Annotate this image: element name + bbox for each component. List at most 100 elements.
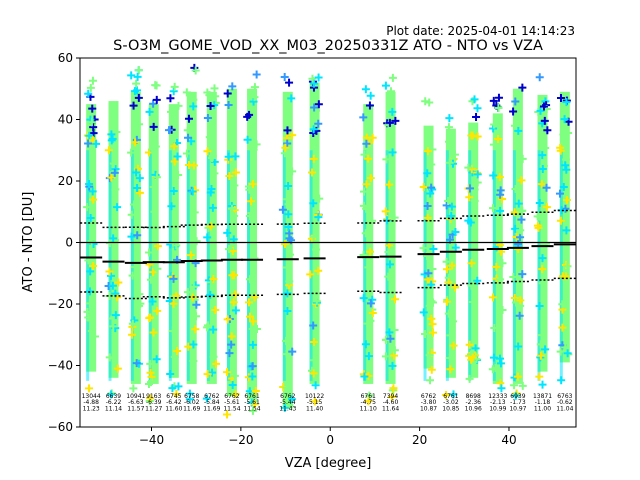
data-column-core [445, 128, 456, 378]
data-column-core [148, 104, 159, 384]
data-point [110, 168, 119, 177]
data-point [129, 200, 138, 209]
data-point [223, 89, 232, 98]
data-point [538, 151, 547, 160]
bin-std-label: 11.64 [382, 405, 399, 412]
data-point [561, 261, 570, 270]
bin-std-label: 11.27 [145, 405, 162, 412]
bin-mean-label: -6.02 [184, 399, 200, 406]
data-point [149, 182, 158, 191]
data-point [514, 126, 523, 135]
data-point [359, 187, 368, 196]
data-point [423, 169, 432, 178]
data-column-core [537, 94, 548, 372]
data-point [210, 169, 219, 178]
data-column-15 [464, 95, 482, 383]
data-point [152, 355, 161, 364]
data-point [386, 334, 395, 343]
data-point [224, 152, 233, 161]
x-tick-label: 20 [412, 433, 427, 447]
data-point [182, 88, 191, 97]
bin-count-label: 6763 [557, 393, 572, 400]
bin-std-label: 11.10 [360, 405, 377, 412]
data-point [87, 237, 96, 246]
bin-std-label: 11.54 [243, 405, 260, 412]
data-column-core [130, 91, 141, 384]
data-point [562, 165, 571, 174]
data-point [225, 245, 234, 254]
data-point [169, 299, 178, 308]
data-point [514, 240, 523, 249]
data-point [310, 397, 319, 406]
data-point [104, 146, 113, 155]
bin-count-label: 6762 [421, 393, 436, 400]
bin-std-label: 10.99 [489, 405, 506, 412]
data-point [389, 384, 398, 393]
data-point [170, 352, 179, 361]
data-point [189, 161, 198, 170]
data-point [130, 263, 139, 272]
data-point [189, 356, 198, 365]
data-point [243, 135, 252, 144]
bin-count-label: 8698 [466, 393, 481, 400]
data-point [496, 186, 505, 195]
data-point [556, 216, 565, 225]
data-point [559, 182, 568, 191]
data-point [361, 85, 370, 94]
data-point [209, 275, 218, 284]
data-point [228, 271, 237, 280]
bin-count-label: 9163 [146, 393, 161, 400]
data-point [362, 180, 371, 189]
data-point [494, 135, 503, 143]
data-point [208, 154, 217, 163]
y-tick-label: −60 [48, 420, 73, 434]
data-point [168, 384, 177, 393]
data-column-band [385, 150, 389, 381]
data-point [223, 315, 232, 324]
data-point [542, 183, 551, 192]
data-point [421, 97, 430, 106]
data-point [470, 196, 479, 205]
data-point [135, 174, 144, 183]
data-point [541, 345, 550, 354]
data-point [223, 228, 232, 237]
data-point [465, 193, 474, 202]
data-point [129, 384, 138, 393]
data-point [282, 263, 291, 272]
y-tick-label: 20 [58, 174, 73, 188]
data-point [518, 83, 527, 92]
data-point [88, 76, 97, 85]
data-column-band [282, 150, 286, 381]
bin-count-label: 10122 [305, 393, 324, 400]
data-column-core [247, 88, 258, 400]
data-point [489, 96, 498, 105]
data-point [368, 309, 377, 318]
data-point [449, 317, 458, 326]
data-point [494, 93, 503, 102]
data-point [516, 296, 525, 305]
data-point [174, 382, 183, 391]
data-point [283, 195, 292, 204]
data-point [85, 179, 94, 188]
data-point [423, 202, 432, 211]
data-column-4 [165, 82, 183, 399]
data-point [249, 317, 258, 326]
data-point [203, 321, 212, 330]
data-point [228, 381, 237, 390]
data-point [283, 306, 292, 315]
data-point [558, 323, 567, 332]
data-point [312, 297, 321, 306]
data-point [314, 213, 323, 222]
data-point [281, 240, 290, 249]
data-point [248, 372, 257, 381]
data-point [381, 81, 390, 90]
data-point [360, 372, 369, 381]
data-column-core [186, 91, 197, 384]
data-point [206, 290, 215, 299]
data-point [489, 171, 498, 180]
bin-mean-label: -1.73 [510, 399, 526, 406]
data-point [365, 101, 374, 110]
data-point [132, 79, 141, 88]
data-point [128, 271, 137, 280]
